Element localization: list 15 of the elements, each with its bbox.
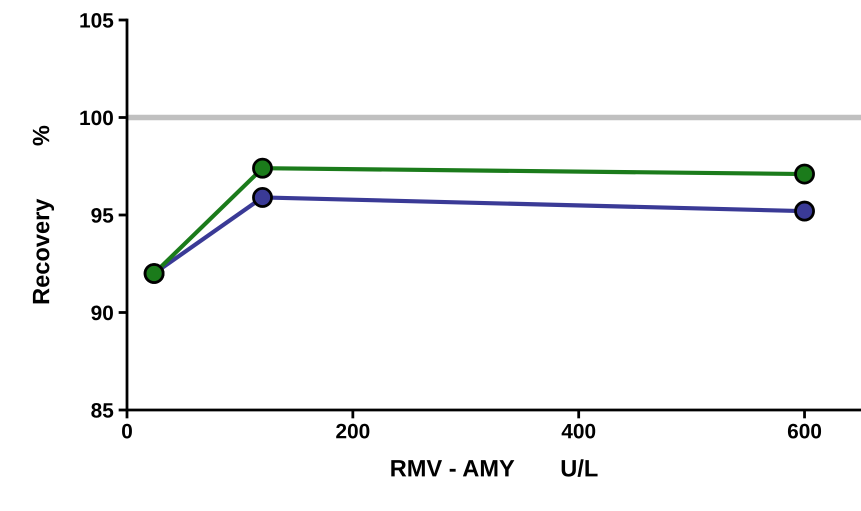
point [252,158,273,179]
y-axis-title: Recovery % [32,126,54,304]
x-tick-label: 200 [336,424,370,438]
point [794,164,815,184]
point [794,200,815,222]
x-tick-label: 0 [122,424,132,438]
y-tick-label: 100 [80,110,113,126]
y-tick-label: 95 [91,208,114,223]
y-tick-label: 85 [91,403,114,418]
y-tick-label: 105 [80,13,114,28]
y-tick-label: 90 [91,306,113,320]
x-axis-title: RMV - AMY U/L [391,459,598,477]
x-tick-label: 600 [788,424,822,438]
point [252,187,273,208]
x-tick-label: 400 [562,424,596,438]
